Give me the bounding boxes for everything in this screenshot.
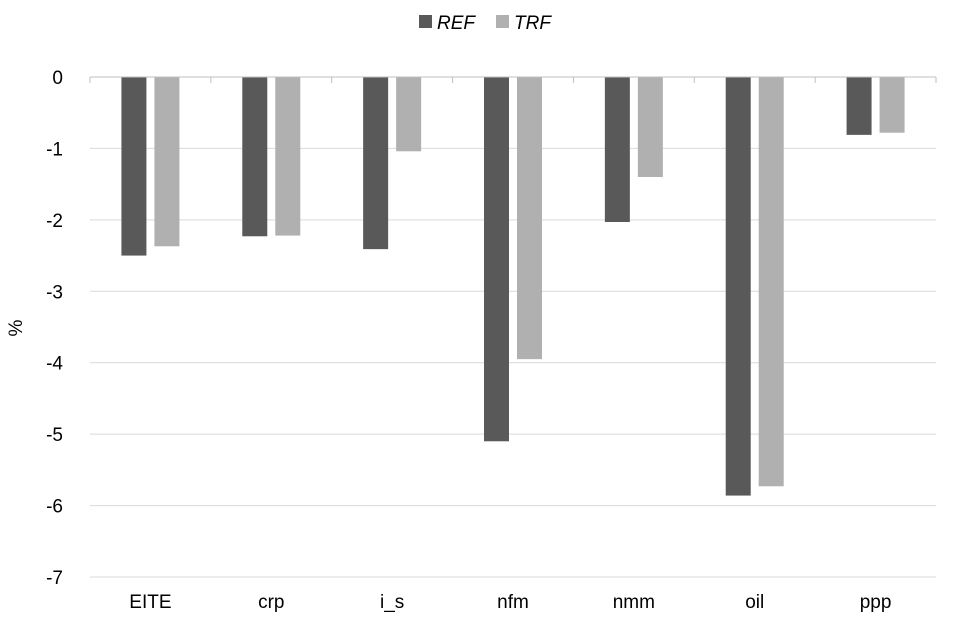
x-tick-label: i_s bbox=[380, 592, 404, 613]
bar-trf-nfm bbox=[517, 77, 542, 360]
bar-ref-crp bbox=[242, 77, 268, 237]
bar-trf-nmm bbox=[637, 77, 663, 177]
y-axis-title: % bbox=[6, 319, 27, 336]
x-tick-label: ppp bbox=[860, 592, 892, 613]
y-tick-label: -5 bbox=[46, 425, 63, 446]
bar-ref-oil bbox=[725, 77, 751, 496]
legend-label-trf: TRF bbox=[514, 13, 552, 34]
x-tick-label: nmm bbox=[613, 592, 655, 613]
bar-trf-ppp bbox=[879, 77, 905, 133]
x-tick-label: EITE bbox=[129, 592, 171, 613]
bar-ref-eite bbox=[121, 77, 147, 256]
x-tick-label: oil bbox=[745, 592, 764, 613]
bar-trf-i_s bbox=[396, 77, 422, 152]
x-tick-label: crp bbox=[258, 592, 284, 613]
legend: REF TRF bbox=[419, 13, 552, 34]
y-tick-label: -3 bbox=[46, 282, 63, 303]
y-tick-label: -2 bbox=[46, 211, 63, 232]
y-tick-label: -7 bbox=[46, 568, 63, 589]
x-tick-label: nfm bbox=[497, 592, 529, 613]
y-tick-label: -1 bbox=[46, 139, 63, 160]
legend-swatch-ref bbox=[419, 15, 432, 28]
bar-ref-nfm bbox=[484, 77, 509, 442]
y-tick-label: 0 bbox=[52, 68, 63, 89]
y-tick-label: -4 bbox=[46, 354, 63, 375]
bar-ref-i_s bbox=[363, 77, 389, 250]
y-tick-label: -6 bbox=[46, 497, 63, 518]
bar-trf-eite bbox=[154, 77, 180, 247]
bar-trf-oil bbox=[758, 77, 784, 487]
bar-ref-ppp bbox=[846, 77, 872, 135]
bars bbox=[121, 77, 905, 496]
axes: 0 -1 -2 -3 -4 -5 -6 -7 EITE crp i_s nfm nmm oil ppp bbox=[46, 68, 937, 613]
bar-ref-nmm bbox=[604, 77, 630, 222]
legend-swatch-trf bbox=[496, 15, 509, 28]
legend-label-ref: REF bbox=[437, 13, 476, 34]
gridlines bbox=[90, 147, 936, 578]
bar-trf-crp bbox=[275, 77, 301, 236]
